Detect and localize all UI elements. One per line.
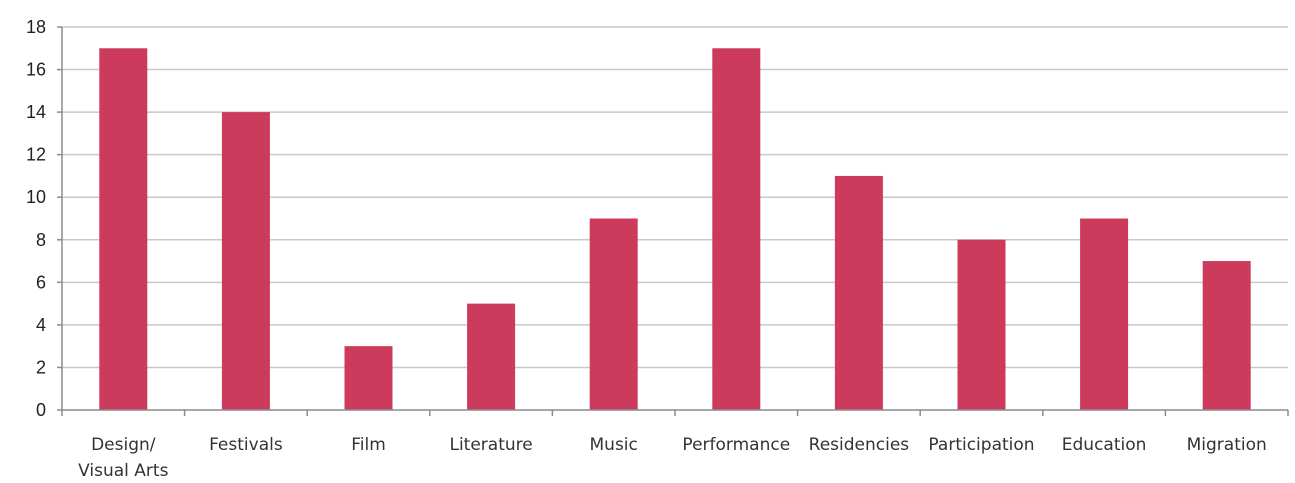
bar xyxy=(467,303,516,410)
y-tick-label: 0 xyxy=(36,400,46,420)
x-tick-label-line: Migration xyxy=(1187,435,1267,455)
x-tick-label-line: Residencies xyxy=(809,435,910,455)
y-tick-label: 2 xyxy=(36,357,46,377)
x-tick-label: Residencies xyxy=(809,435,910,455)
bar xyxy=(221,112,270,410)
bar xyxy=(712,48,761,411)
x-tick-label: Performance xyxy=(682,435,790,455)
bar xyxy=(344,346,393,410)
x-tick-labels: Design/Visual Arts Festivals Film Literatur… xyxy=(78,435,1267,481)
bar xyxy=(834,175,883,410)
bar xyxy=(99,48,148,411)
x-tick-label: Film xyxy=(351,435,386,455)
x-tick-label-line: Design/ xyxy=(91,435,156,455)
y-tick-label: 14 xyxy=(26,102,46,122)
y-tick-label: 16 xyxy=(26,60,46,80)
y-tick-label: 6 xyxy=(36,272,46,292)
x-tick-label: Education xyxy=(1062,435,1147,455)
y-tick-label: 18 xyxy=(26,17,46,37)
x-tick-label-line: Music xyxy=(590,435,638,455)
x-tick-label: Music xyxy=(590,435,638,455)
bar xyxy=(1080,218,1129,410)
x-tick-label-line: Film xyxy=(351,435,386,455)
bar xyxy=(1202,261,1251,410)
y-tick-label: 4 xyxy=(36,315,46,335)
x-tick-label: Participation xyxy=(928,435,1034,455)
x-tick-label-line: Performance xyxy=(682,435,790,455)
x-tick-label-line: Education xyxy=(1062,435,1147,455)
x-tick-label-line: Participation xyxy=(928,435,1034,455)
y-tick-label: 12 xyxy=(26,145,46,165)
x-tick-label: Literature xyxy=(449,435,532,455)
x-tick-label: Migration xyxy=(1187,435,1267,455)
y-tick-label: 10 xyxy=(26,187,46,207)
y-tick-labels: 0 2 4 6 8 10 12 14 16 18 xyxy=(26,17,46,420)
x-tick-label-line: Festivals xyxy=(209,435,283,455)
bars xyxy=(99,48,1251,411)
y-tick-label: 8 xyxy=(36,230,46,250)
x-tick-label: Design/Visual Arts xyxy=(78,435,168,481)
x-tick-label-line: Literature xyxy=(449,435,532,455)
bar xyxy=(589,218,638,410)
x-tick-label: Festivals xyxy=(209,435,283,455)
x-tick-label-line: Visual Arts xyxy=(78,461,168,481)
axes xyxy=(57,26,1289,416)
bar xyxy=(957,239,1006,410)
